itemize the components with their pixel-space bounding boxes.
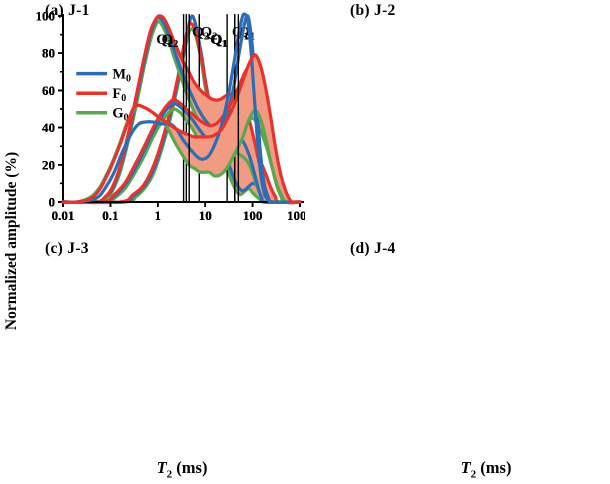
y-tick-label: 40 xyxy=(42,120,55,135)
x-tick-label: 0.1 xyxy=(102,208,118,223)
legend-label-G0: G0 xyxy=(112,106,128,124)
x-tick-label: 1 xyxy=(155,208,162,223)
y-tick-label: 0 xyxy=(49,195,56,210)
y-tick-label: 60 xyxy=(42,83,55,98)
y-tick-label: 40 xyxy=(42,120,55,135)
fill-between-area xyxy=(169,54,291,203)
x-tick-label: 0.01 xyxy=(52,208,75,223)
y-tick-label: 20 xyxy=(42,157,55,172)
legend-label-F0: F0 xyxy=(112,86,126,104)
y-tick-label: 100 xyxy=(36,9,56,24)
panel-d-plot: 0.010.11101001000020406080100Q2Q1 xyxy=(36,9,306,224)
region-label-Q2: Q2 xyxy=(161,32,178,50)
y-tick-label: 80 xyxy=(42,46,55,61)
region-label-Q1: Q1 xyxy=(211,32,228,50)
panel-d-title: (d) J-4 xyxy=(350,240,396,257)
y-tick-label: 60 xyxy=(42,83,55,98)
y-tick-label: 100 xyxy=(36,9,56,24)
y-tick-label: 80 xyxy=(42,46,55,61)
y-tick-label: 80 xyxy=(42,46,55,61)
region-label-Q2: Q2 xyxy=(200,24,217,42)
curve-F0 xyxy=(61,53,302,204)
x-tick-label: 1 xyxy=(155,208,162,223)
x-axis-label-right: T2 (ms) xyxy=(426,458,546,480)
x-axis-label-subscript: 2 xyxy=(166,468,173,481)
y-tick-label: 80 xyxy=(42,46,55,61)
x-tick-label: 100 xyxy=(243,208,263,223)
y-tick-label: 60 xyxy=(42,83,55,98)
y-tick-label: 0 xyxy=(49,195,56,210)
x-tick-label: 0.1 xyxy=(102,208,118,223)
y-tick-label: 20 xyxy=(42,157,55,172)
x-tick-label: 10 xyxy=(199,208,212,223)
region-label-Q2: Q2 xyxy=(192,24,209,42)
curve-F0 xyxy=(61,14,302,204)
panel-d-chart: 0.010.11101001000020406080100Q2Q1 xyxy=(0,0,306,242)
x-tick-label: 10 xyxy=(199,208,212,223)
y-tick-label: 0 xyxy=(49,195,56,210)
x-axis-label-unit: (ms) xyxy=(172,458,208,477)
x-tick-label: 0.01 xyxy=(52,208,75,223)
x-tick-label: 100 xyxy=(243,208,263,223)
x-axis-label-unit: (ms) xyxy=(476,458,512,477)
y-tick-label: 40 xyxy=(42,120,55,135)
y-tick-label: 20 xyxy=(42,157,55,172)
x-tick-label: 100 xyxy=(243,208,263,223)
legend-label-M0: M0 xyxy=(112,67,131,85)
region-label-Q2: Q2 xyxy=(156,32,173,50)
x-tick-label: 0.01 xyxy=(52,208,75,223)
panel-b-title: (b) J-2 xyxy=(350,2,396,19)
x-tick-label: 0.01 xyxy=(52,208,75,223)
x-tick-label: 1 xyxy=(155,208,162,223)
x-axis-label-symbol: T xyxy=(156,458,167,477)
y-tick-label: 100 xyxy=(36,9,56,24)
x-axis-label-left: T2 (ms) xyxy=(122,458,242,480)
y-tick-label: 60 xyxy=(42,83,55,98)
region-label-Q1: Q1 xyxy=(210,32,227,50)
x-tick-label: 10 xyxy=(199,208,212,223)
y-tick-label: 20 xyxy=(42,157,55,172)
x-axis-label-symbol: T xyxy=(460,458,471,477)
x-tick-label: 100 xyxy=(243,208,263,223)
x-tick-label: 1 xyxy=(155,208,162,223)
y-tick-label: 100 xyxy=(36,9,56,24)
panel-c-title: (c) J-3 xyxy=(45,240,89,257)
x-tick-label: 0.1 xyxy=(102,208,118,223)
y-tick-label: 0 xyxy=(49,195,56,210)
y-tick-label: 40 xyxy=(42,120,55,135)
panel-a-title: (a) J-1 xyxy=(45,2,90,19)
x-tick-label: 0.1 xyxy=(102,208,118,223)
x-axis-label-subscript: 2 xyxy=(470,468,477,481)
x-tick-label: 10 xyxy=(199,208,212,223)
curve-M0 xyxy=(61,12,302,204)
